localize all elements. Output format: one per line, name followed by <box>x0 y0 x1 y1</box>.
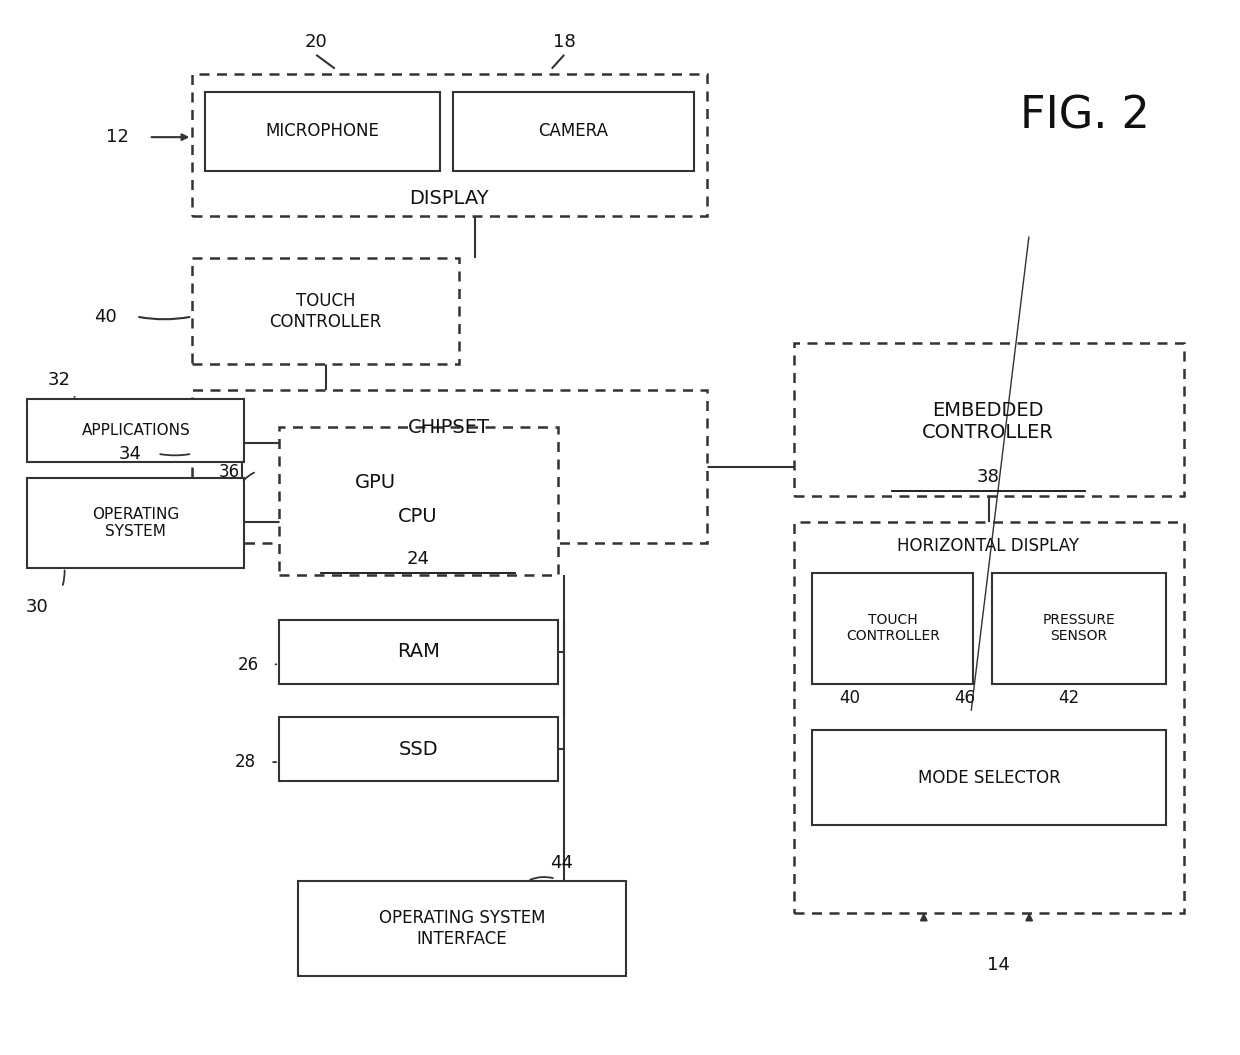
Bar <box>794 522 1184 913</box>
Bar <box>192 258 459 364</box>
Text: GPU: GPU <box>355 473 396 493</box>
Bar <box>27 399 244 462</box>
Text: RAM: RAM <box>397 642 440 661</box>
Text: 36: 36 <box>218 462 241 481</box>
Text: 30: 30 <box>26 597 48 616</box>
Text: DISPLAY: DISPLAY <box>409 189 489 208</box>
Text: PRESSURE
SENSOR: PRESSURE SENSOR <box>1043 613 1115 644</box>
Text: TOUCH
CONTROLLER: TOUCH CONTROLLER <box>269 292 382 330</box>
Text: 12: 12 <box>107 128 129 147</box>
Text: OPERATING SYSTEM
INTERFACE: OPERATING SYSTEM INTERFACE <box>378 909 546 947</box>
Bar <box>242 443 508 522</box>
Text: 26: 26 <box>237 655 259 674</box>
Text: FIG. 2: FIG. 2 <box>1021 95 1149 137</box>
Text: TOUCH
CONTROLLER: TOUCH CONTROLLER <box>846 613 940 644</box>
Text: 46: 46 <box>955 689 975 708</box>
Bar <box>812 730 1166 825</box>
Text: MODE SELECTOR: MODE SELECTOR <box>918 768 1060 787</box>
Text: 18: 18 <box>553 33 575 52</box>
Text: 34: 34 <box>119 444 141 463</box>
Bar <box>453 92 694 171</box>
Text: 44: 44 <box>551 853 573 872</box>
Text: APPLICATIONS: APPLICATIONS <box>82 423 190 438</box>
Bar <box>279 717 558 781</box>
Text: 32: 32 <box>48 370 71 389</box>
Bar <box>812 573 973 684</box>
Text: 40: 40 <box>94 307 117 326</box>
Bar <box>205 92 440 171</box>
Text: SSD: SSD <box>399 740 438 759</box>
Text: CAMERA: CAMERA <box>538 122 609 140</box>
Bar <box>279 620 558 684</box>
Bar <box>298 881 626 976</box>
Text: 24: 24 <box>407 550 429 569</box>
Text: 38: 38 <box>977 467 999 486</box>
Text: 28: 28 <box>234 752 257 771</box>
Text: CHIPSET: CHIPSET <box>408 418 490 437</box>
Text: OPERATING
SYSTEM: OPERATING SYSTEM <box>92 506 180 539</box>
Bar <box>992 573 1166 684</box>
Bar <box>192 74 707 216</box>
Bar <box>794 343 1184 496</box>
Bar <box>27 478 244 568</box>
Text: 42: 42 <box>1058 689 1080 708</box>
Text: EMBEDDED
CONTROLLER: EMBEDDED CONTROLLER <box>923 402 1054 442</box>
Text: CPU: CPU <box>398 507 438 526</box>
Text: 40: 40 <box>839 689 859 708</box>
Text: HORIZONTAL DISPLAY: HORIZONTAL DISPLAY <box>898 537 1079 556</box>
Text: 20: 20 <box>305 33 327 52</box>
Text: MICROPHONE: MICROPHONE <box>265 122 379 140</box>
Text: 14: 14 <box>987 956 1009 975</box>
Bar <box>279 427 558 575</box>
Bar <box>192 390 707 543</box>
